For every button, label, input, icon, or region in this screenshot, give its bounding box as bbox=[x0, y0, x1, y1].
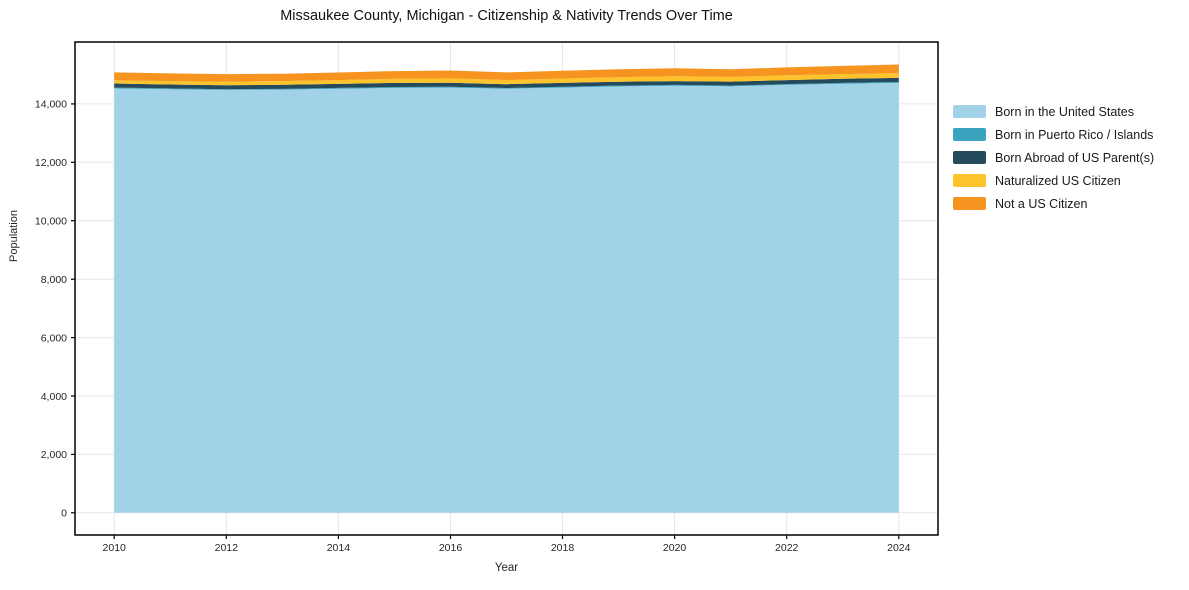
legend-swatch bbox=[953, 105, 986, 118]
y-tick-label: 12,000 bbox=[35, 157, 67, 169]
legend-label: Born Abroad of US Parent(s) bbox=[995, 150, 1155, 165]
x-tick-label: 2016 bbox=[439, 542, 463, 554]
chart-title: Missaukee County, Michigan - Citizenship… bbox=[280, 8, 733, 24]
legend-swatch bbox=[953, 128, 986, 141]
legend-swatch bbox=[953, 197, 986, 210]
x-tick-label: 2018 bbox=[551, 542, 575, 554]
legend-swatch bbox=[953, 151, 986, 164]
legend-swatch bbox=[953, 174, 986, 187]
area-series-3 bbox=[114, 73, 899, 86]
legend-label: Not a US Citizen bbox=[995, 196, 1088, 211]
legend-label: Naturalized US Citizen bbox=[995, 173, 1121, 188]
area-series-1 bbox=[114, 81, 899, 90]
y-tick-label: 8,000 bbox=[41, 274, 67, 286]
legend-item-0: Born in the United States bbox=[953, 102, 1154, 121]
x-tick-label: 2020 bbox=[663, 542, 687, 554]
area-series-0 bbox=[114, 82, 899, 513]
y-tick-label: 2,000 bbox=[41, 449, 67, 461]
x-tick-label: 2024 bbox=[887, 542, 911, 554]
x-tick-label: 2022 bbox=[775, 542, 799, 554]
legend-item-1: Born in Puerto Rico / Islands bbox=[953, 125, 1154, 144]
x-axis-label: Year bbox=[494, 562, 519, 574]
y-tick-label: 0 bbox=[61, 508, 67, 520]
legend-label: Born in Puerto Rico / Islands bbox=[995, 127, 1154, 142]
legend-item-2: Born Abroad of US Parent(s) bbox=[953, 148, 1154, 167]
y-axis-label: Population bbox=[8, 210, 20, 262]
legend: Born in the United States Born in Puerto … bbox=[953, 102, 1154, 213]
x-tick-label: 2012 bbox=[215, 542, 239, 554]
legend-item-3: Naturalized US Citizen bbox=[953, 171, 1154, 190]
area-series-4 bbox=[114, 64, 899, 82]
legend-label: Born in the United States bbox=[995, 104, 1134, 119]
legend-item-4: Not a US Citizen bbox=[953, 194, 1154, 213]
x-tick-label: 2010 bbox=[103, 542, 127, 554]
y-tick-label: 14,000 bbox=[35, 99, 67, 111]
y-tick-label: 10,000 bbox=[35, 216, 67, 228]
plot-border bbox=[74, 41, 939, 536]
y-tick-label: 6,000 bbox=[41, 332, 67, 344]
y-tick-label: 4,000 bbox=[41, 391, 67, 403]
x-tick-label: 2014 bbox=[327, 542, 351, 554]
area-series-2 bbox=[114, 77, 899, 90]
